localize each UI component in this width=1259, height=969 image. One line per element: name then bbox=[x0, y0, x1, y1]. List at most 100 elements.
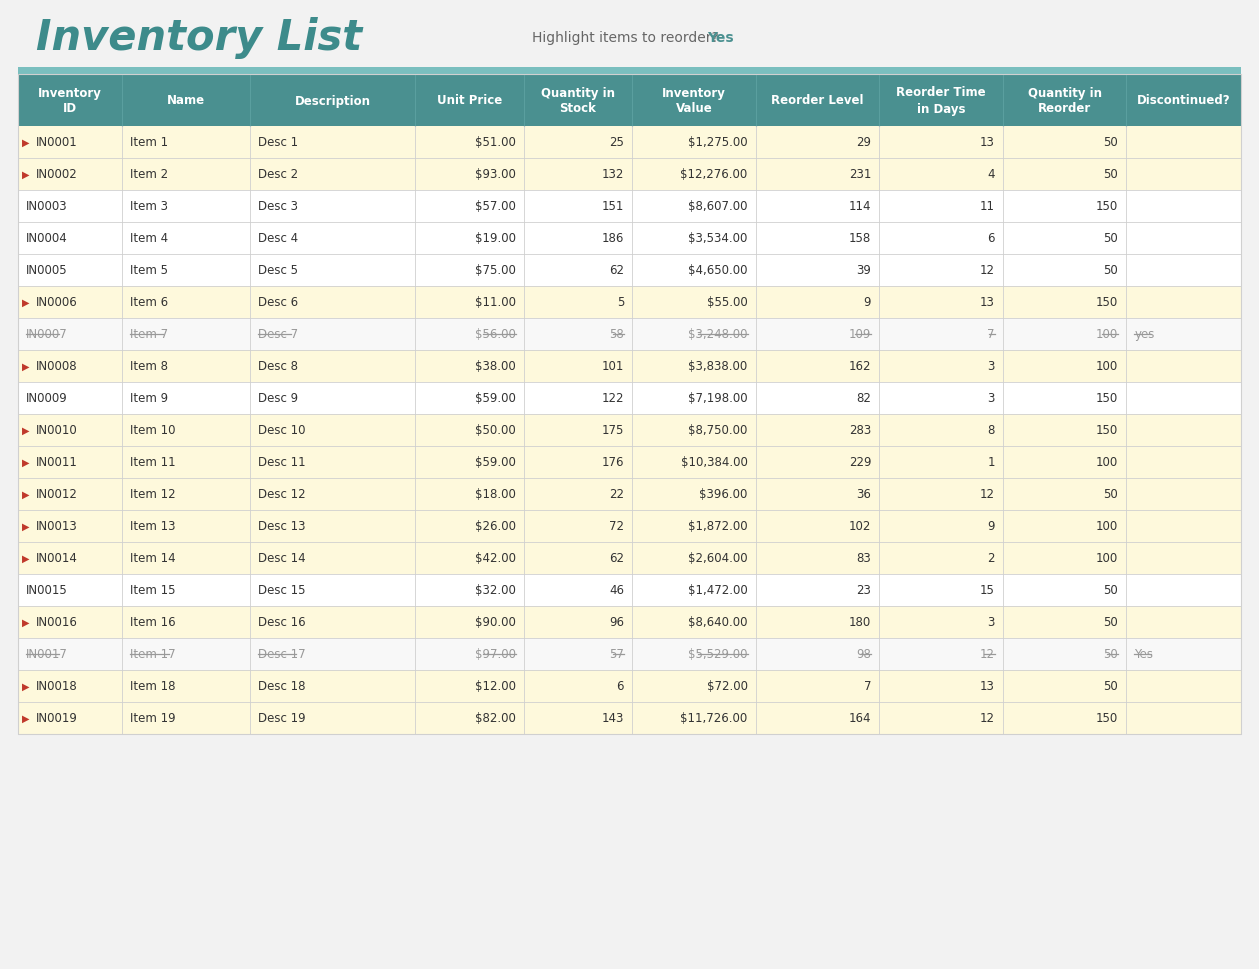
Text: Item 13: Item 13 bbox=[131, 520, 176, 533]
Text: $18.00: $18.00 bbox=[475, 488, 516, 501]
Text: $75.00: $75.00 bbox=[475, 265, 516, 277]
Text: Quantity in
Reorder: Quantity in Reorder bbox=[1027, 86, 1102, 115]
Text: ▶: ▶ bbox=[21, 713, 29, 723]
Text: 13: 13 bbox=[980, 680, 995, 693]
Text: IN0004: IN0004 bbox=[26, 233, 68, 245]
Text: 50: 50 bbox=[1104, 233, 1118, 245]
Text: 50: 50 bbox=[1104, 265, 1118, 277]
Text: Reorder Level: Reorder Level bbox=[772, 94, 864, 108]
Text: 114: 114 bbox=[849, 201, 871, 213]
Text: 101: 101 bbox=[602, 360, 624, 373]
Text: Desc 1: Desc 1 bbox=[258, 137, 298, 149]
Text: 100: 100 bbox=[1097, 456, 1118, 469]
Text: 50: 50 bbox=[1104, 648, 1118, 661]
Text: 150: 150 bbox=[1097, 392, 1118, 405]
Text: 50: 50 bbox=[1104, 584, 1118, 597]
Text: 29: 29 bbox=[856, 137, 871, 149]
Text: 58: 58 bbox=[609, 328, 624, 341]
Text: 158: 158 bbox=[849, 233, 871, 245]
Text: 176: 176 bbox=[602, 456, 624, 469]
Bar bbox=[18, 191, 1241, 223]
Text: $1,472.00: $1,472.00 bbox=[687, 584, 748, 597]
Text: $5,529.00: $5,529.00 bbox=[689, 648, 748, 661]
Text: Desc 12: Desc 12 bbox=[258, 488, 306, 501]
Bar bbox=[18, 127, 1241, 159]
Bar bbox=[18, 8, 1241, 68]
Text: Desc 14: Desc 14 bbox=[258, 552, 306, 565]
Text: 6: 6 bbox=[617, 680, 624, 693]
Text: 50: 50 bbox=[1104, 488, 1118, 501]
Bar bbox=[18, 159, 1241, 191]
Bar bbox=[18, 447, 1241, 479]
Text: $10,384.00: $10,384.00 bbox=[681, 456, 748, 469]
Text: 2: 2 bbox=[987, 552, 995, 565]
Text: 22: 22 bbox=[609, 488, 624, 501]
Bar bbox=[18, 383, 1241, 415]
Text: 3: 3 bbox=[987, 616, 995, 629]
Text: 162: 162 bbox=[849, 360, 871, 373]
Text: Item 9: Item 9 bbox=[131, 392, 169, 405]
Text: 50: 50 bbox=[1104, 616, 1118, 629]
Text: 9: 9 bbox=[987, 520, 995, 533]
Bar bbox=[18, 351, 1241, 383]
Text: Highlight items to reorder?: Highlight items to reorder? bbox=[531, 31, 719, 45]
Text: ▶: ▶ bbox=[21, 617, 29, 627]
Text: Item 4: Item 4 bbox=[131, 233, 169, 245]
Text: 46: 46 bbox=[609, 584, 624, 597]
Text: IN0018: IN0018 bbox=[37, 680, 78, 693]
Text: 229: 229 bbox=[849, 456, 871, 469]
Text: yes: yes bbox=[1134, 328, 1155, 341]
Text: 150: 150 bbox=[1097, 712, 1118, 725]
Text: Item 5: Item 5 bbox=[131, 265, 169, 277]
Text: 83: 83 bbox=[856, 552, 871, 565]
Text: $90.00: $90.00 bbox=[475, 616, 516, 629]
Text: Description: Description bbox=[295, 94, 370, 108]
Text: $93.00: $93.00 bbox=[475, 169, 516, 181]
Text: Inventory
Value: Inventory Value bbox=[662, 86, 725, 115]
Text: 50: 50 bbox=[1104, 169, 1118, 181]
Text: $7,198.00: $7,198.00 bbox=[687, 392, 748, 405]
Text: ▶: ▶ bbox=[21, 425, 29, 435]
Text: 36: 36 bbox=[856, 488, 871, 501]
Text: Item 19: Item 19 bbox=[131, 712, 176, 725]
Text: Desc 13: Desc 13 bbox=[258, 520, 306, 533]
Text: ▶: ▶ bbox=[21, 681, 29, 691]
Text: 164: 164 bbox=[849, 712, 871, 725]
Text: 100: 100 bbox=[1097, 328, 1118, 341]
Text: 98: 98 bbox=[856, 648, 871, 661]
Text: 100: 100 bbox=[1097, 552, 1118, 565]
Text: Item 14: Item 14 bbox=[131, 552, 176, 565]
Text: IN0011: IN0011 bbox=[37, 456, 78, 469]
Text: IN0017: IN0017 bbox=[26, 648, 68, 661]
Text: 15: 15 bbox=[980, 584, 995, 597]
Text: $396.00: $396.00 bbox=[699, 488, 748, 501]
Text: $51.00: $51.00 bbox=[475, 137, 516, 149]
Text: Item 2: Item 2 bbox=[131, 169, 169, 181]
Text: $12,276.00: $12,276.00 bbox=[680, 169, 748, 181]
Bar bbox=[18, 511, 1241, 543]
Text: Desc 18: Desc 18 bbox=[258, 680, 306, 693]
Text: Unit Price: Unit Price bbox=[437, 94, 502, 108]
Text: 1: 1 bbox=[987, 456, 995, 469]
Text: $1,275.00: $1,275.00 bbox=[687, 137, 748, 149]
Text: 72: 72 bbox=[609, 520, 624, 533]
Text: Item 16: Item 16 bbox=[131, 616, 176, 629]
Text: 96: 96 bbox=[609, 616, 624, 629]
Text: 231: 231 bbox=[849, 169, 871, 181]
Text: Desc 5: Desc 5 bbox=[258, 265, 298, 277]
Text: $8,607.00: $8,607.00 bbox=[689, 201, 748, 213]
Text: Yes: Yes bbox=[706, 31, 733, 45]
Text: $11,726.00: $11,726.00 bbox=[680, 712, 748, 725]
Text: $3,534.00: $3,534.00 bbox=[689, 233, 748, 245]
Bar bbox=[18, 543, 1241, 575]
Text: Desc 10: Desc 10 bbox=[258, 424, 306, 437]
Text: Discontinued?: Discontinued? bbox=[1137, 94, 1230, 108]
Text: 62: 62 bbox=[609, 265, 624, 277]
Text: 3: 3 bbox=[987, 360, 995, 373]
Text: 12: 12 bbox=[980, 712, 995, 725]
Text: $2,604.00: $2,604.00 bbox=[687, 552, 748, 565]
Text: Reorder Time
in Days: Reorder Time in Days bbox=[896, 86, 986, 115]
Text: $1,872.00: $1,872.00 bbox=[687, 520, 748, 533]
Text: IN0002: IN0002 bbox=[37, 169, 78, 181]
Bar bbox=[18, 68, 1241, 75]
